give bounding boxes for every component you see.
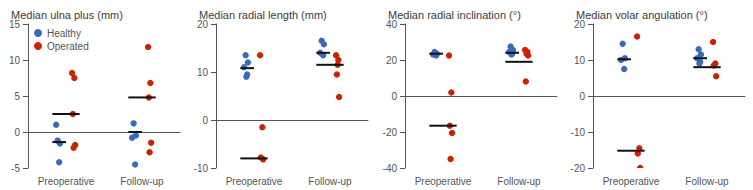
svg-text:0: 0 [579, 91, 585, 102]
svg-text:-10: -10 [571, 127, 586, 138]
svg-text:-10: -10 [194, 163, 209, 174]
svg-text:Follow-up: Follow-up [120, 176, 164, 187]
svg-text:Median volar angulation (°): Median volar angulation (°) [576, 9, 708, 21]
svg-text:20: 20 [386, 55, 398, 66]
svg-text:20: 20 [573, 18, 585, 30]
svg-text:40: 40 [385, 18, 397, 30]
svg-text:10: 10 [9, 55, 21, 66]
svg-text:0: 0 [391, 91, 397, 102]
svg-text:5: 5 [14, 91, 20, 102]
svg-text:10: 10 [197, 67, 209, 78]
svg-text:Operated: Operated [47, 41, 89, 52]
svg-text:Follow-up: Follow-up [497, 176, 541, 187]
svg-text:15: 15 [8, 18, 20, 30]
svg-text:-20: -20 [383, 127, 398, 138]
svg-text:Median radial length (mm): Median radial length (mm) [199, 9, 327, 21]
svg-text:0: 0 [202, 115, 208, 126]
svg-text:0: 0 [14, 127, 20, 138]
svg-text:Follow-up: Follow-up [685, 176, 729, 187]
svg-text:20: 20 [196, 18, 208, 30]
svg-text:-40: -40 [383, 163, 398, 174]
svg-text:Median ulna plus (mm): Median ulna plus (mm) [11, 9, 123, 21]
svg-text:Healthy: Healthy [47, 28, 81, 39]
svg-text:Preoperative: Preoperative [38, 176, 95, 187]
svg-text:-20: -20 [571, 163, 586, 174]
svg-text:Preoperative: Preoperative [603, 176, 660, 187]
svg-text:Preoperative: Preoperative [415, 176, 472, 187]
svg-text:Median radial inclination (°): Median radial inclination (°) [388, 9, 521, 21]
svg-text:10: 10 [574, 55, 586, 66]
svg-text:Preoperative: Preoperative [226, 176, 283, 187]
svg-text:Follow-up: Follow-up [308, 176, 352, 187]
svg-text:-5: -5 [11, 163, 20, 174]
